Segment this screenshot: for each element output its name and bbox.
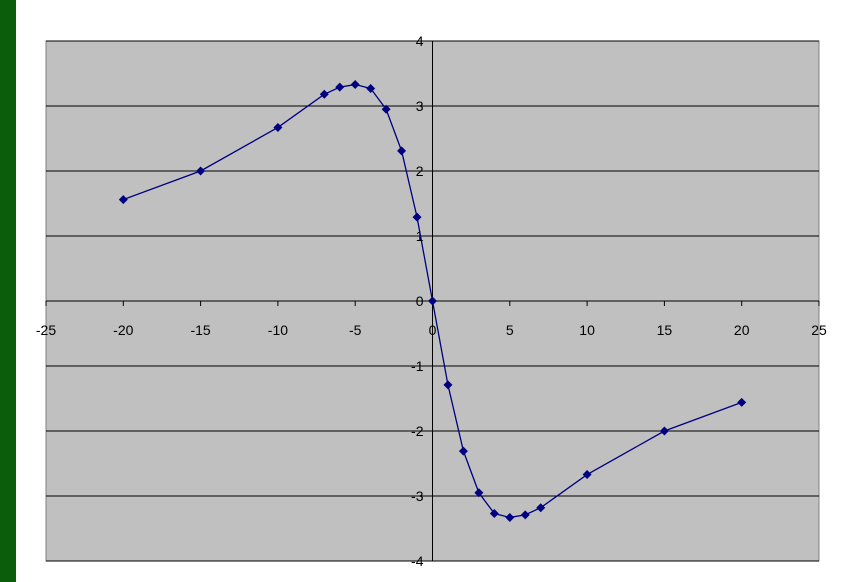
x-tick-label: -15 [190,322,210,338]
data-point-marker [366,83,376,93]
y-tick-label: 1 [416,228,424,244]
y-tick-label: -2 [411,423,424,439]
x-tick-label: -5 [349,322,362,338]
x-tick-label: 0 [429,322,437,338]
x-tick-label: -10 [268,322,288,338]
x-tick-label: 10 [579,322,595,338]
data-point-marker [474,488,484,498]
data-point-marker [443,380,453,390]
data-series [118,80,747,522]
x-tick-label: 20 [734,322,750,338]
y-tick-label: 4 [416,33,424,49]
data-point-marker [489,509,499,519]
data-point-marker [196,166,206,176]
x-tick-label: -20 [113,322,133,338]
y-tick-label: 0 [416,293,424,309]
data-point-marker [428,296,437,306]
chart-container: -25 -20 -15 -10 -5 0 5 10 15 20 25 -4 -3 -2 -1 0 1 2 3 4 [16,0,847,582]
data-point-marker [505,512,515,522]
x-tick-label: -25 [36,322,56,338]
data-point-marker [335,82,345,92]
y-tick-label: -1 [411,358,424,374]
x-tick-label: 5 [506,322,514,338]
data-point-marker [118,195,128,205]
data-point-marker [582,470,592,480]
x-tick-label: 25 [811,322,827,338]
data-point-marker [659,426,669,436]
data-point-marker [319,89,329,99]
data-point-marker [350,80,360,90]
data-point-marker [458,446,468,456]
y-tick-label: -3 [411,488,424,504]
y-tick-label: -4 [411,553,424,569]
y-tick-label: 3 [416,98,424,114]
data-point-marker [737,397,747,407]
x-tick-label: 15 [657,322,673,338]
data-point-marker [381,104,391,114]
data-point-marker [273,122,283,132]
data-point-marker [412,212,422,222]
data-point-marker [520,510,530,520]
data-point-marker [397,146,407,156]
data-point-marker [536,503,546,513]
y-tick-label: 2 [416,163,424,179]
